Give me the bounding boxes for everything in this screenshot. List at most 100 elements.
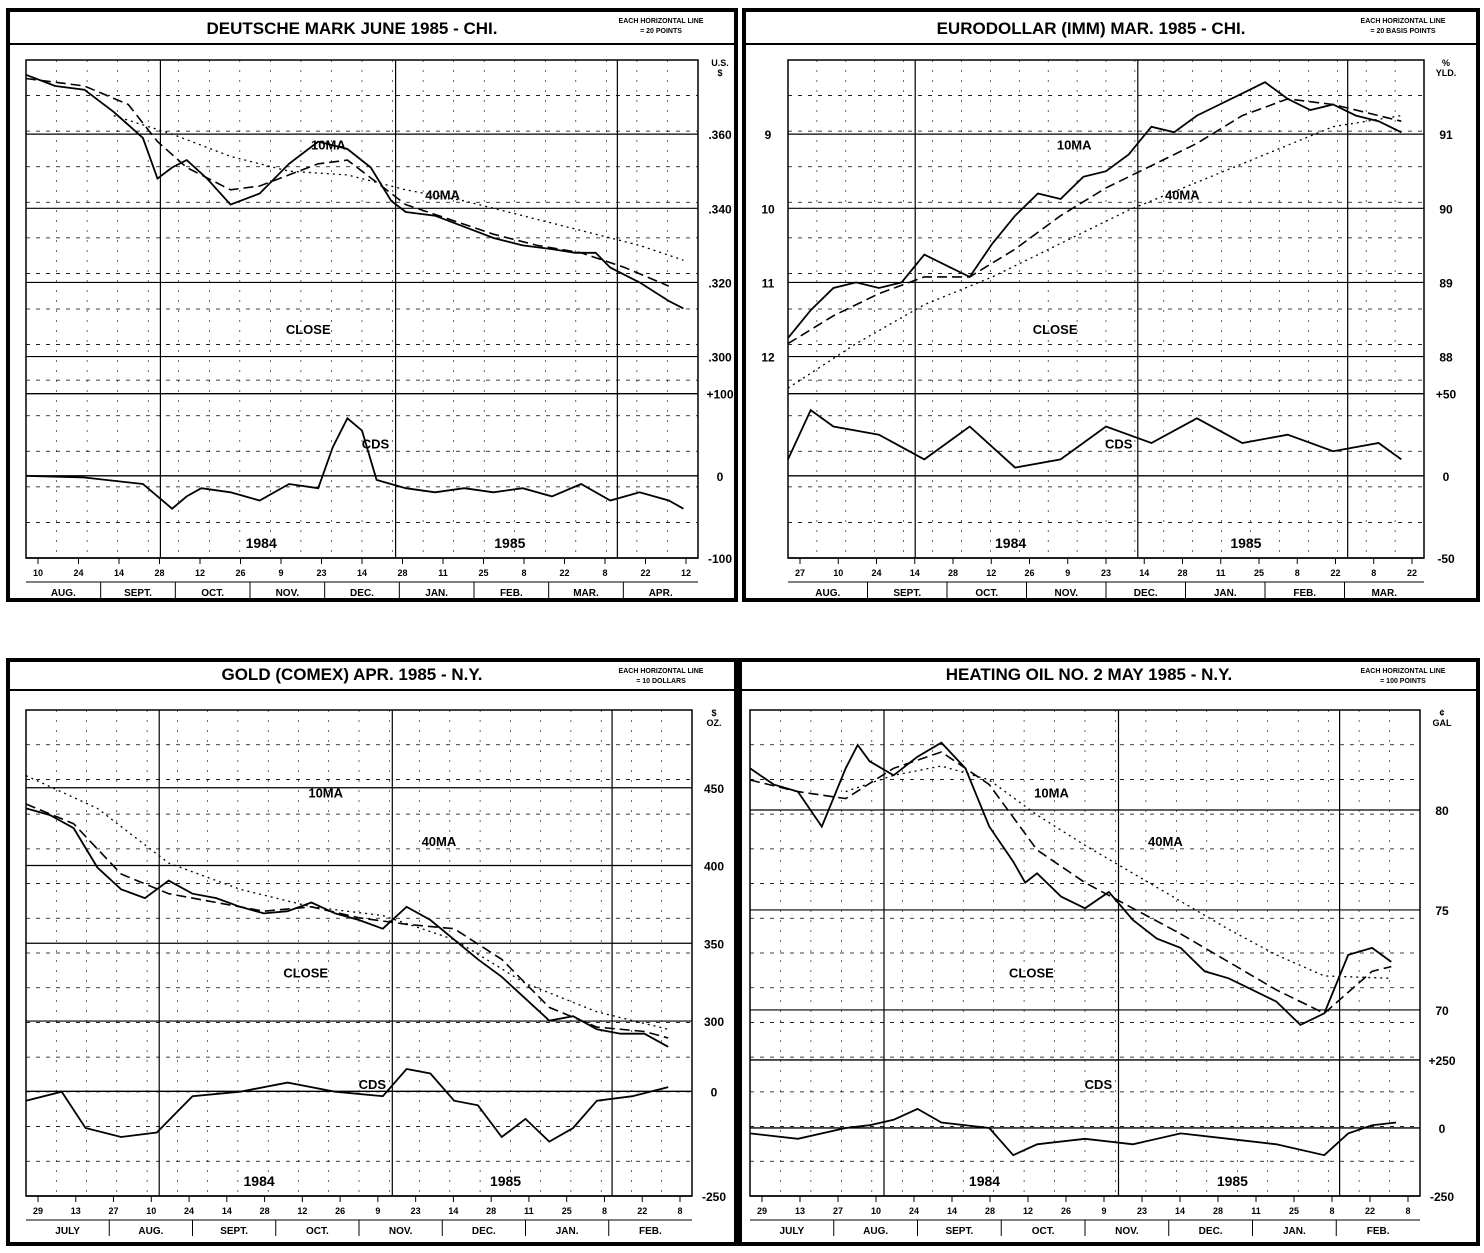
scale-note-line1: EACH HORIZONTAL LINE bbox=[619, 18, 704, 25]
price-tick-label: .360 bbox=[708, 128, 732, 142]
price-tick-label: 70 bbox=[1435, 1004, 1449, 1018]
x-day-label: 14 bbox=[1139, 568, 1149, 578]
yield-tick-label: 9 bbox=[765, 128, 772, 142]
x-day-label: 10 bbox=[871, 1206, 881, 1216]
price-tick-label: 80 bbox=[1435, 804, 1449, 818]
x-day-label: 13 bbox=[71, 1206, 81, 1216]
x-month-label: AUG. bbox=[863, 1226, 888, 1237]
x-day-label: 28 bbox=[948, 568, 958, 578]
x-day-label: 12 bbox=[195, 568, 205, 578]
x-month-label: FEB. bbox=[639, 1226, 662, 1237]
x-day-label: 9 bbox=[1065, 568, 1070, 578]
x-day-label: 8 bbox=[1405, 1206, 1410, 1216]
scale-note-line1: EACH HORIZONTAL LINE bbox=[1361, 18, 1446, 25]
annotation-10ma: 10MA bbox=[1057, 138, 1092, 153]
x-month-label: FEB. bbox=[1293, 588, 1316, 599]
x-day-label: 8 bbox=[521, 568, 526, 578]
price-tick-label: .300 bbox=[708, 351, 732, 365]
x-day-label: 26 bbox=[1061, 1206, 1071, 1216]
x-day-label: 22 bbox=[637, 1206, 647, 1216]
annotation-40ma: 40MA bbox=[425, 187, 460, 202]
price-tick-label: 400 bbox=[704, 860, 724, 874]
year-label-1984: 1984 bbox=[244, 1173, 275, 1189]
cds-tick-label: 0 bbox=[717, 470, 724, 484]
x-month-label: OCT. bbox=[975, 588, 998, 599]
x-month-label: JAN. bbox=[1214, 588, 1237, 599]
price-tick-label: 88 bbox=[1439, 351, 1453, 365]
x-month-label: OCT. bbox=[306, 1226, 329, 1237]
year-label-1984: 1984 bbox=[969, 1173, 1000, 1189]
year-label-1985: 1985 bbox=[1230, 535, 1261, 551]
x-day-label: 13 bbox=[795, 1206, 805, 1216]
unit-label-line1: $ bbox=[711, 708, 716, 718]
panel-frame bbox=[6, 8, 738, 602]
year-label-1984: 1984 bbox=[246, 535, 277, 551]
x-day-label: 12 bbox=[681, 568, 691, 578]
x-month-label: SEPT. bbox=[893, 588, 921, 599]
x-day-label: 11 bbox=[1251, 1206, 1261, 1216]
price-tick-label: 75 bbox=[1435, 904, 1449, 918]
x-month-label: JULY bbox=[780, 1226, 805, 1237]
chart-title: HEATING OIL NO. 2 MAY 1985 - N.Y. bbox=[946, 665, 1233, 684]
price-tick-label: 300 bbox=[704, 1015, 724, 1029]
x-month-label: FEB. bbox=[1367, 1226, 1390, 1237]
x-day-label: 24 bbox=[184, 1206, 194, 1216]
x-day-label: 22 bbox=[1407, 568, 1417, 578]
x-month-label: DEC. bbox=[1199, 1226, 1223, 1237]
series-cds bbox=[787, 408, 1402, 469]
series-close bbox=[25, 807, 669, 1048]
x-month-label: APR. bbox=[649, 588, 673, 599]
x-day-label: 27 bbox=[109, 1206, 119, 1216]
scale-note-line2: = 100 POINTS bbox=[1380, 678, 1426, 685]
x-day-label: 9 bbox=[278, 568, 283, 578]
x-day-label: 8 bbox=[602, 568, 607, 578]
unit-label-line1: % bbox=[1442, 58, 1450, 68]
series-cds bbox=[25, 1068, 669, 1143]
x-day-label: 26 bbox=[335, 1206, 345, 1216]
x-day-label: 29 bbox=[33, 1206, 43, 1216]
series-cds bbox=[749, 1107, 1397, 1157]
scale-note-line1: EACH HORIZONTAL LINE bbox=[1361, 668, 1446, 675]
cds-tick-label: +250 bbox=[1428, 1054, 1455, 1068]
x-day-label: 9 bbox=[1101, 1206, 1106, 1216]
annotation-cds: CDS bbox=[359, 1077, 387, 1092]
annotation-cds: CDS bbox=[1085, 1077, 1113, 1092]
x-day-label: 14 bbox=[947, 1206, 957, 1216]
x-day-label: 8 bbox=[1295, 568, 1300, 578]
year-label-1985: 1985 bbox=[490, 1173, 521, 1189]
series-10ma bbox=[25, 803, 669, 1039]
x-day-label: 8 bbox=[1371, 568, 1376, 578]
yield-tick-label: 10 bbox=[761, 202, 775, 216]
annotation-close: CLOSE bbox=[283, 965, 328, 980]
year-label-1985: 1985 bbox=[494, 535, 525, 551]
x-month-label: DEC. bbox=[350, 588, 374, 599]
chart-panel-3: GOLD (COMEX) APR. 1985 - N.Y. EACH HORIZO… bbox=[6, 658, 738, 1246]
x-day-label: 23 bbox=[1137, 1206, 1147, 1216]
series-40ma bbox=[787, 114, 1402, 389]
chart-title: EURODOLLAR (IMM) MAR. 1985 - CHI. bbox=[937, 19, 1246, 38]
x-day-label: 23 bbox=[1101, 568, 1111, 578]
x-month-label: AUG. bbox=[138, 1226, 163, 1237]
x-day-label: 28 bbox=[260, 1206, 270, 1216]
unit-label-line2: GAL bbox=[1433, 718, 1453, 728]
series-10ma bbox=[25, 77, 670, 287]
x-month-label: OCT. bbox=[201, 588, 224, 599]
x-day-label: 8 bbox=[677, 1206, 682, 1216]
x-day-label: 12 bbox=[297, 1206, 307, 1216]
x-day-label: 11 bbox=[1216, 568, 1226, 578]
annotation-10ma: 10MA bbox=[1034, 785, 1069, 800]
cds-tick-label: 0 bbox=[1443, 470, 1450, 484]
x-day-label: 24 bbox=[871, 568, 881, 578]
x-day-label: 24 bbox=[909, 1206, 919, 1216]
scale-note-line1: EACH HORIZONTAL LINE bbox=[619, 668, 704, 675]
x-month-label: NOV. bbox=[276, 588, 300, 599]
x-day-label: 23 bbox=[411, 1206, 421, 1216]
x-day-label: 28 bbox=[1177, 568, 1187, 578]
x-day-label: 22 bbox=[1365, 1206, 1375, 1216]
cds-tick-label: 0 bbox=[711, 1085, 718, 1099]
cds-tick-label: -250 bbox=[1430, 1190, 1454, 1204]
x-month-label: SEPT. bbox=[220, 1226, 248, 1237]
x-day-label: 11 bbox=[524, 1206, 534, 1216]
